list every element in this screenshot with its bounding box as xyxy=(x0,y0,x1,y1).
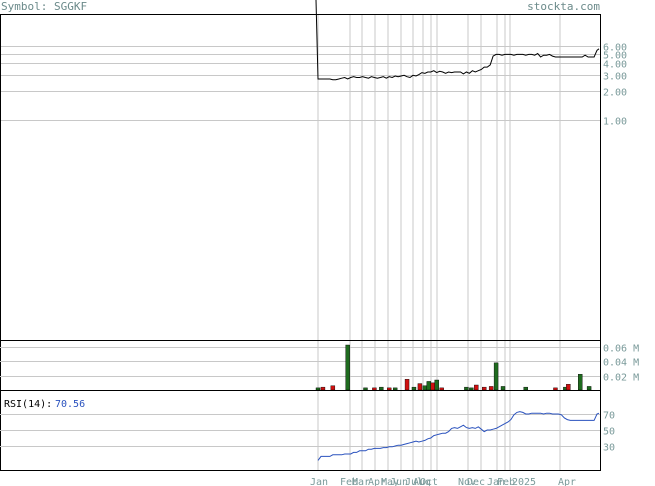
rsi-label: RSI(14): xyxy=(4,399,52,410)
volume-bar xyxy=(578,374,583,391)
x-tick-label: Oct xyxy=(420,477,438,486)
price-tick-label: 4.00 xyxy=(603,60,627,71)
volume-bar xyxy=(488,386,494,391)
volume-bar xyxy=(392,387,398,391)
x-tick-label: Jan xyxy=(487,477,505,486)
x-tick-label: 2025 xyxy=(512,477,536,486)
price-tick-label: 6.00 xyxy=(603,43,627,54)
volume-bar xyxy=(434,379,439,391)
volume-bar xyxy=(553,387,558,391)
x-tick-label: Apr xyxy=(558,477,576,486)
volume-bar xyxy=(426,381,432,391)
volume-bar xyxy=(417,383,423,391)
symbol-label: Symbol: SGGKF xyxy=(1,0,88,13)
volume-tick-label: 0.06 M xyxy=(603,344,639,355)
volume-bar xyxy=(523,386,528,391)
x-tick-label: Nov xyxy=(458,477,476,486)
x-tick-label: Jan xyxy=(310,477,328,486)
rsi-tick-label: 50 xyxy=(603,427,615,438)
rsi-panel: 70 50 30 xyxy=(0,411,615,461)
rsi-tick-label: 30 xyxy=(603,443,615,454)
volume-bar xyxy=(330,385,336,391)
price-tick-label: 1.00 xyxy=(603,117,627,128)
x-tick-label: Feb xyxy=(340,477,358,486)
price-series-line xyxy=(315,0,600,81)
x-tick-label: Jul xyxy=(405,477,423,486)
site-name: stockta.com xyxy=(527,0,600,13)
x-tick-label: Jun xyxy=(390,477,408,486)
chart-grid: 6.005.004.003.00 2.00 1.00 xyxy=(0,14,627,470)
volume-tick-label: 0.04 M xyxy=(603,358,639,369)
volume-bar xyxy=(500,386,506,391)
volume-tick-label: 0.02 M xyxy=(603,373,639,384)
volume-bar xyxy=(439,387,444,391)
price-tick-label: 2.00 xyxy=(603,88,627,99)
x-tick-label: Dec xyxy=(467,477,485,486)
x-tick-label: Apr xyxy=(368,477,386,486)
volume-bar xyxy=(493,362,499,391)
x-tick-label: Aug xyxy=(413,477,431,486)
x-tick-label: Feb xyxy=(497,477,515,486)
volume-bar xyxy=(586,386,592,391)
x-tick-label: May xyxy=(381,477,399,486)
volume-bar xyxy=(372,387,377,391)
volume-bar xyxy=(566,384,571,391)
rsi-value: 70.56 xyxy=(55,399,85,410)
volume-bar xyxy=(404,379,410,391)
volume-bar xyxy=(363,387,368,391)
rsi-series-line xyxy=(317,411,600,461)
x-tick-label: Mar xyxy=(352,477,370,486)
price-tick-label: 5.00 xyxy=(603,51,627,62)
volume-bar xyxy=(422,385,428,391)
volume-panel: 0.06 M 0.04 M 0.02 M xyxy=(0,344,639,391)
volume-bar xyxy=(379,386,384,391)
volume-bar xyxy=(464,386,469,391)
price-panel xyxy=(315,0,600,81)
volume-bar xyxy=(411,386,417,391)
volume-bar xyxy=(345,344,350,391)
volume-bar xyxy=(469,387,474,391)
volume-bar xyxy=(387,387,392,391)
price-tick-label: 3.00 xyxy=(603,72,627,83)
volume-bar xyxy=(474,384,479,391)
volume-bar xyxy=(315,387,321,391)
volume-bar xyxy=(430,382,435,391)
volume-bar xyxy=(482,386,487,391)
rsi-tick-label: 70 xyxy=(603,411,615,422)
volume-bar xyxy=(320,386,326,391)
